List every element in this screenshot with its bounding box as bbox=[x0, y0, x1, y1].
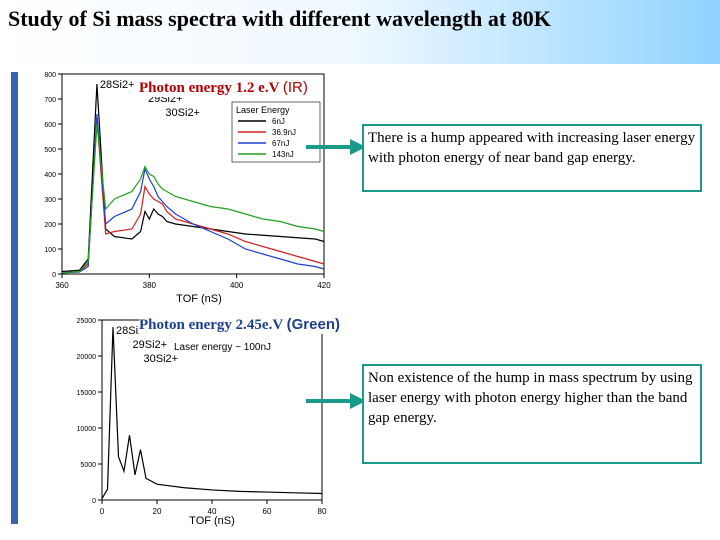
peak-label: 29Si2+ bbox=[133, 339, 168, 351]
y-tick-label: 10000 bbox=[77, 426, 97, 433]
series-line-143nJ bbox=[61, 123, 325, 274]
y-tick-label: 20000 bbox=[77, 354, 97, 361]
y-tick-label: 25000 bbox=[77, 318, 97, 325]
green-photon-label: Photon energy 2.45e.V (Green) bbox=[139, 316, 340, 334]
x-tick-label: 0 bbox=[100, 507, 105, 516]
y-tick-label: 0 bbox=[92, 498, 96, 505]
x-tick-label: 80 bbox=[318, 507, 327, 516]
x-axis-label: TOF (nS) bbox=[176, 293, 222, 305]
green-photon-energy: Photon energy 2.45e.V bbox=[139, 317, 283, 333]
accent-bar bbox=[11, 72, 18, 524]
x-tick-label: 400 bbox=[230, 281, 244, 290]
y-tick-label: 300 bbox=[44, 197, 56, 204]
y-tick-label: 400 bbox=[44, 172, 56, 179]
green-photon-tag: (Green) bbox=[286, 316, 340, 333]
series-line-67nJ bbox=[61, 113, 325, 274]
series-line-~100nJ bbox=[101, 327, 323, 499]
slide-title: Study of Si mass spectra with different … bbox=[8, 6, 551, 31]
y-tick-label: 0 bbox=[52, 272, 56, 279]
y-tick-label: 15000 bbox=[77, 390, 97, 397]
title-bar bbox=[0, 0, 720, 64]
ir-photon-energy: Photon energy 1.2 e.V bbox=[139, 80, 280, 96]
legend-entry: 6nJ bbox=[272, 117, 285, 126]
y-tick-label: 700 bbox=[44, 97, 56, 104]
legend-entry: 67nJ bbox=[272, 139, 289, 148]
legend-title: Laser Energy bbox=[236, 105, 290, 115]
plot-frame bbox=[101, 319, 323, 501]
y-tick-label: 600 bbox=[44, 122, 56, 129]
peak-label: 30Si2+ bbox=[144, 353, 179, 365]
x-tick-label: 420 bbox=[317, 281, 331, 290]
legend-entry: 36.9nJ bbox=[272, 128, 296, 137]
peak-label: 28Si2+ bbox=[100, 79, 135, 91]
x-tick-label: 380 bbox=[143, 281, 157, 290]
x-tick-label: 20 bbox=[153, 507, 162, 516]
ir-observation-note: There is a hump appeared with increasing… bbox=[362, 124, 702, 192]
x-axis-label: TOF (nS) bbox=[189, 515, 235, 527]
x-tick-label: 60 bbox=[263, 507, 272, 516]
ir-photon-tag: (IR) bbox=[282, 79, 308, 96]
arrow-right-icon bbox=[306, 393, 366, 409]
series-line-36.9nJ bbox=[61, 118, 325, 274]
y-tick-label: 800 bbox=[44, 72, 56, 79]
legend-entry: 143nJ bbox=[272, 150, 294, 159]
ir-spectrum-chart: 360 380 400 420 0 100 200 300 400 500 600 700 800 La… bbox=[44, 72, 331, 305]
green-observation-note: Non existence of the hump in mass spectr… bbox=[362, 364, 702, 464]
y-tick-label: 500 bbox=[44, 147, 56, 154]
arrow-right-icon bbox=[306, 139, 366, 155]
y-tick-label: 5000 bbox=[80, 462, 96, 469]
x-tick-label: 360 bbox=[55, 281, 69, 290]
x-tick-label: 40 bbox=[208, 507, 217, 516]
annotation: Laser energy ~ 100nJ bbox=[174, 342, 271, 353]
ir-photon-label: Photon energy 1.2 e.V (IR) bbox=[139, 79, 308, 97]
peak-label: 30Si2+ bbox=[165, 107, 200, 119]
y-tick-label: 200 bbox=[44, 222, 56, 229]
y-tick-label: 100 bbox=[44, 247, 56, 254]
